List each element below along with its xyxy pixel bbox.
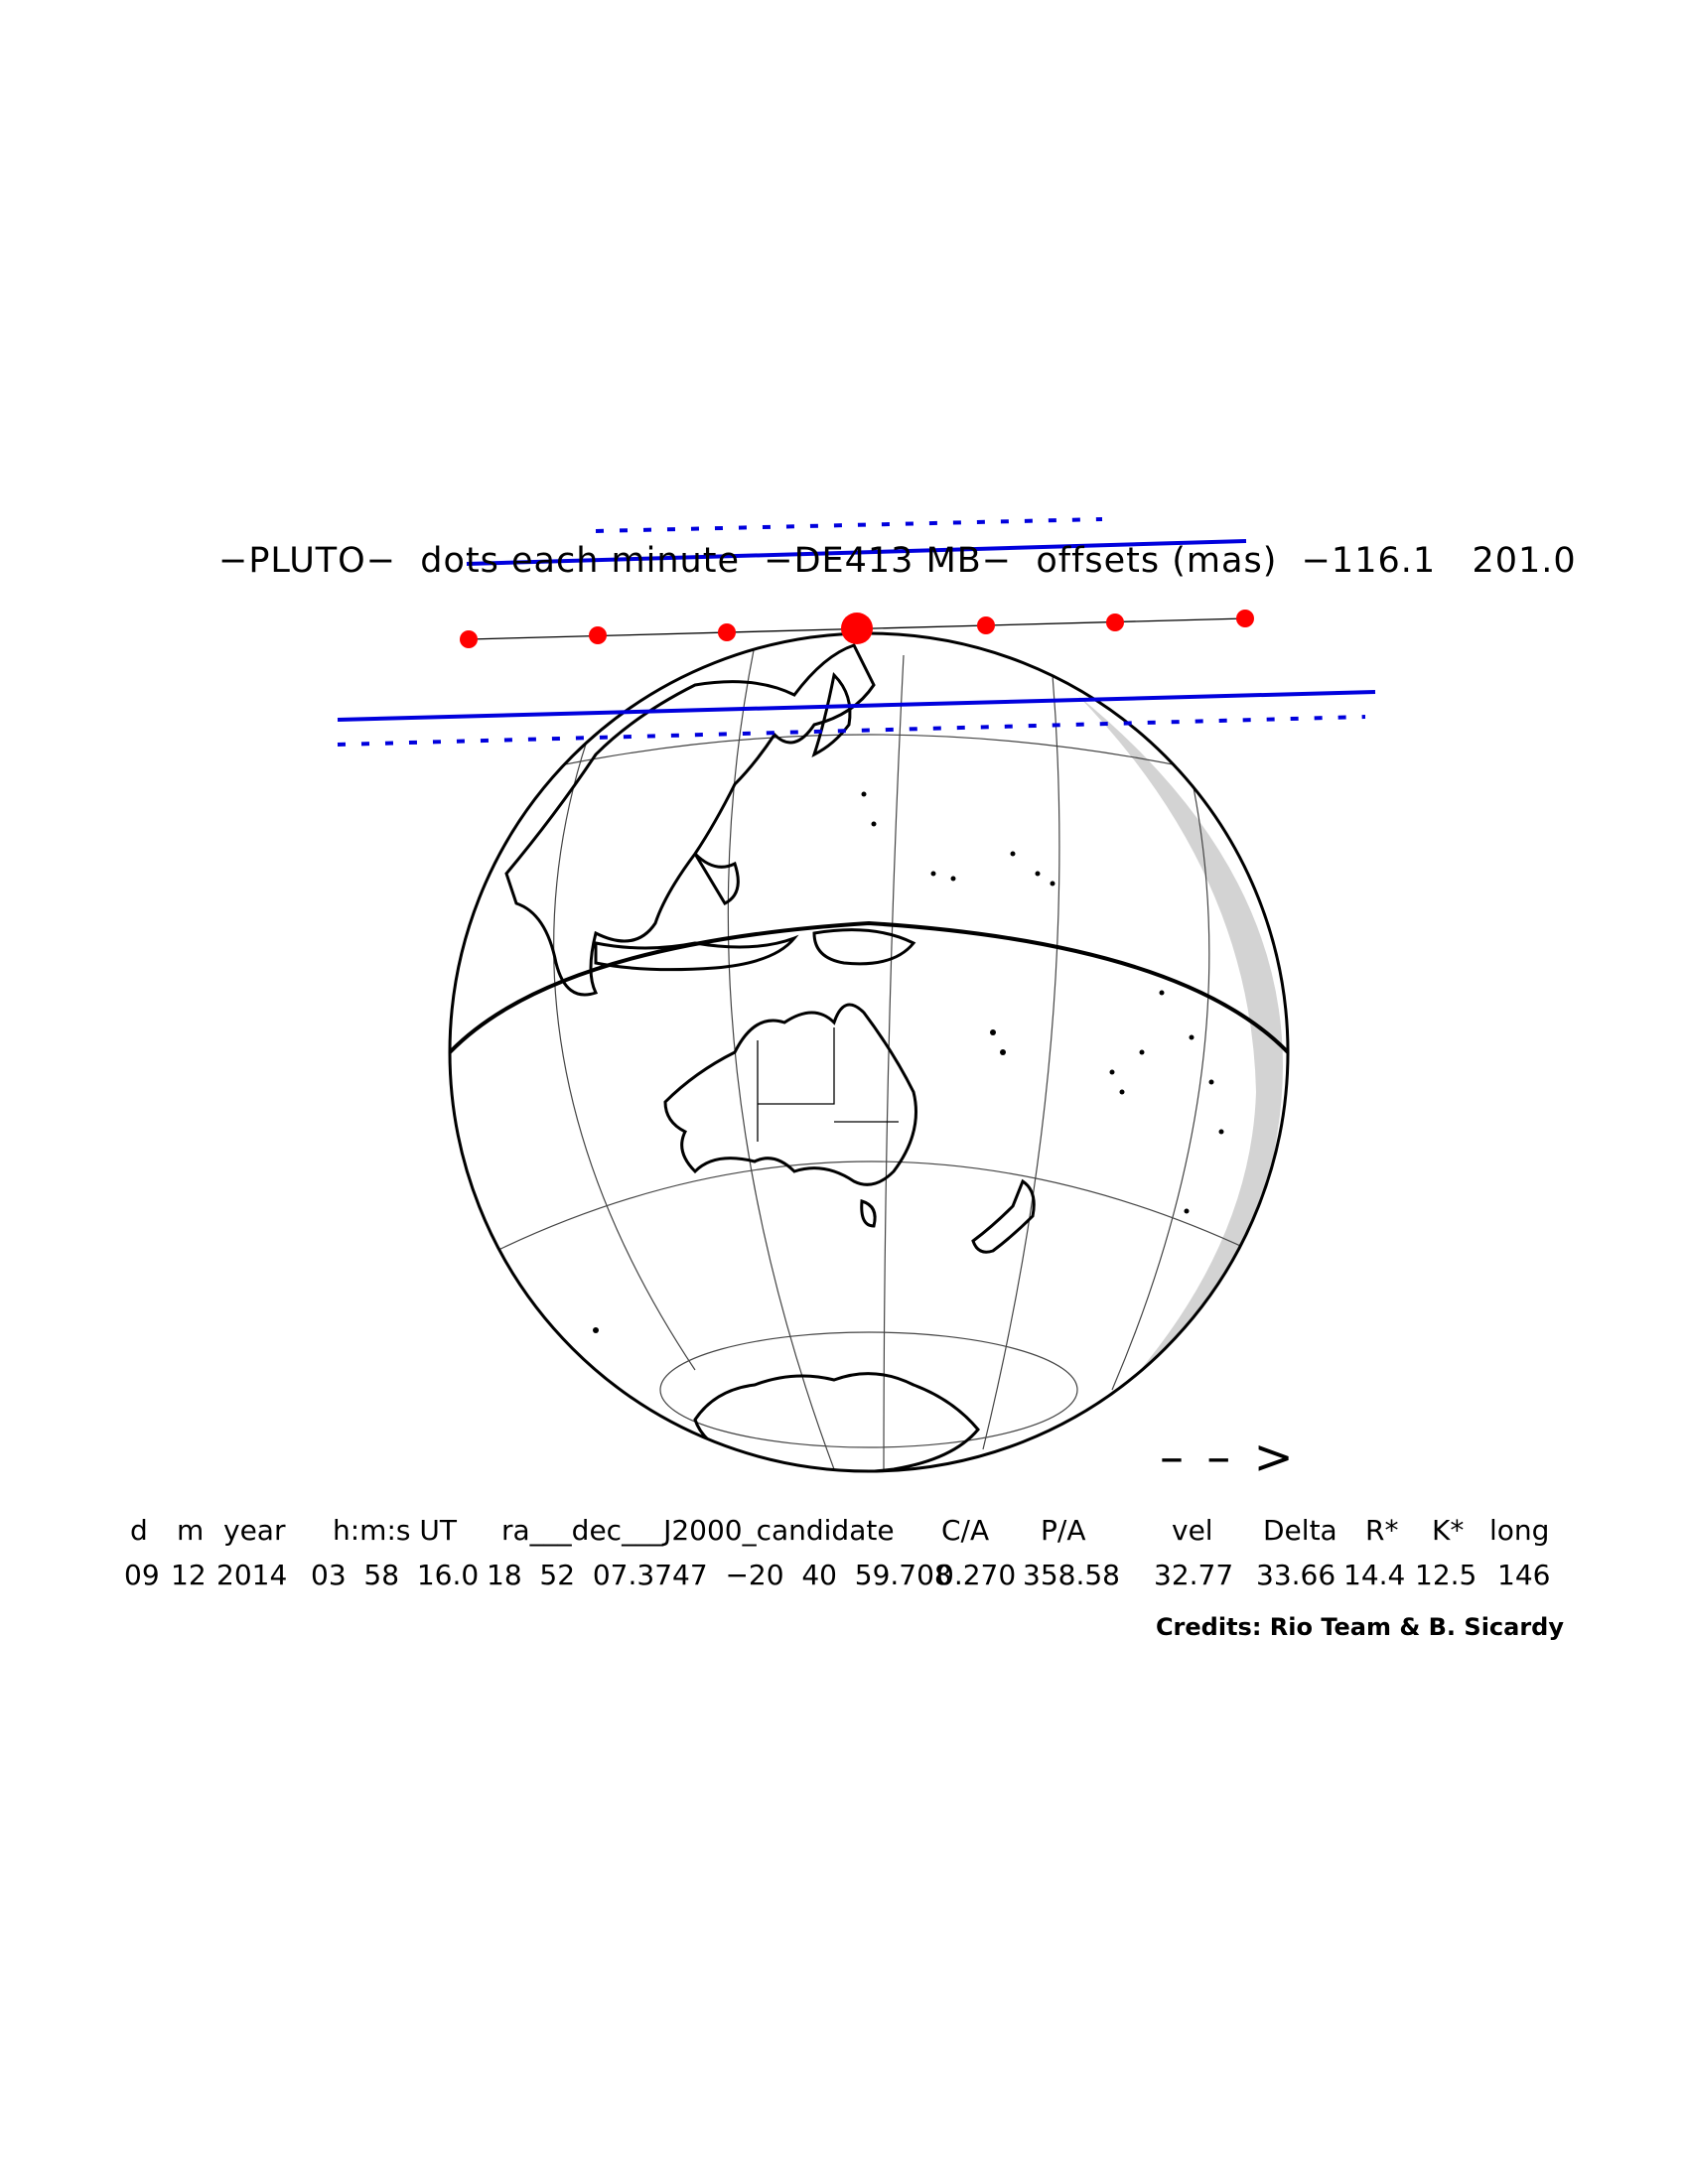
header-coords: ra___dec___J2000_candidate	[501, 1514, 895, 1547]
coastlines	[504, 643, 1036, 1471]
value-kmag: 12.5	[1415, 1559, 1477, 1591]
islands	[593, 791, 1224, 1333]
header-time: h:m:s UT	[333, 1514, 457, 1547]
header-long: long	[1489, 1514, 1550, 1547]
terminator-line	[450, 920, 1288, 1054]
earth-globe	[450, 633, 1288, 1471]
state-borders	[757, 1027, 899, 1142]
header-year: year	[223, 1514, 286, 1547]
header-rmag: R*	[1365, 1514, 1399, 1547]
closest-approach-dot	[841, 613, 873, 644]
value-coords: 18 52 07.3747 −20 40 59.708	[487, 1559, 952, 1591]
value-vel: 32.77	[1154, 1559, 1234, 1591]
header-pa: P/A	[1041, 1514, 1086, 1547]
value-pa: 358.58	[1023, 1559, 1120, 1591]
value-time: 03 58 16.0	[311, 1559, 480, 1591]
shadow-uncertainty-north	[595, 517, 1103, 533]
value-delta: 33.66	[1256, 1559, 1336, 1591]
value-month: 12	[171, 1559, 207, 1591]
header-vel: vel	[1172, 1514, 1213, 1547]
value-ca: 0.270	[936, 1559, 1017, 1591]
value-long: 146	[1497, 1559, 1551, 1591]
minute-dot	[718, 623, 736, 641]
credits: Credits: Rio Team & B. Sicardy	[1155, 1613, 1564, 1641]
value-year: 2014	[216, 1559, 288, 1591]
minute-dot	[460, 630, 478, 648]
shadow-uncertainty-south	[337, 715, 1366, 747]
minute-dot	[977, 616, 995, 634]
minute-dot	[1106, 614, 1124, 631]
direction-arrow: – – >	[1160, 1430, 1298, 1485]
header-delta: Delta	[1263, 1514, 1337, 1547]
value-row: 09 12 2014 03 58 16.0 18 52 07.3747 −20 …	[0, 1559, 1688, 1603]
header-month: m	[177, 1514, 205, 1547]
shadow-limit-north	[466, 539, 1247, 566]
header-kmag: K*	[1432, 1514, 1465, 1547]
plot-title: −PLUTO− dots each minute −DE413 MB− offs…	[218, 541, 1577, 581]
header-ca: C/A	[941, 1514, 990, 1547]
shadow-limit-south	[337, 690, 1376, 722]
minute-dots	[460, 610, 1254, 648]
minute-dot	[1236, 610, 1254, 627]
minute-dot	[589, 626, 607, 644]
header-day: d	[130, 1514, 148, 1547]
event-table: d m year h:m:s UT ra___dec___J2000_candi…	[0, 1514, 1688, 1603]
value-day: 09	[124, 1559, 160, 1591]
value-rmag: 14.4	[1343, 1559, 1406, 1591]
header-row: d m year h:m:s UT ra___dec___J2000_candi…	[0, 1514, 1688, 1559]
